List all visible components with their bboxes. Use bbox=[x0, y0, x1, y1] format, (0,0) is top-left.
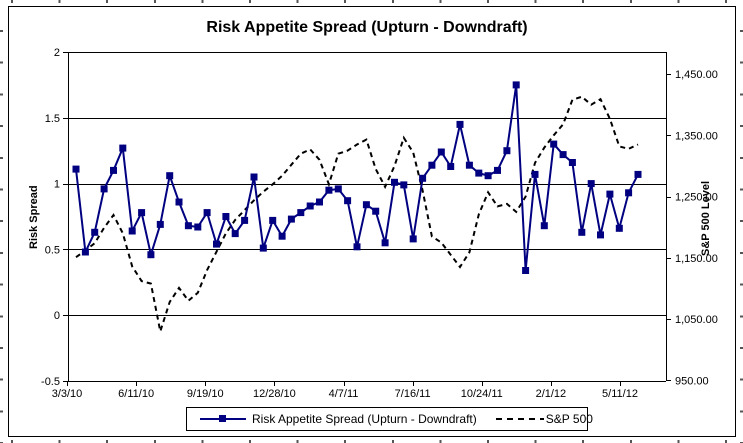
sp500-legend-sample bbox=[495, 418, 544, 420]
worksheet-edge-marks-left bbox=[0, 30, 3, 443]
svg-text:2: 2 bbox=[54, 47, 60, 59]
sp500-line bbox=[75, 95, 639, 332]
y-axis-left-tick-labels: 2 1.5 1 0.5 0 -0.5 bbox=[41, 47, 60, 388]
worksheet-edge-marks-right bbox=[740, 30, 743, 443]
svg-text:-0.5: -0.5 bbox=[41, 376, 60, 388]
svg-text:10/24/11: 10/24/11 bbox=[461, 388, 503, 400]
axes bbox=[63, 52, 671, 386]
svg-text:5/11/12: 5/11/12 bbox=[602, 388, 638, 400]
legend: Risk Appetite Spread (Upturn - Downdraft… bbox=[186, 407, 593, 431]
svg-text:1,450.00: 1,450.00 bbox=[675, 69, 718, 81]
svg-text:3/3/10: 3/3/10 bbox=[52, 388, 83, 400]
svg-text:950.00: 950.00 bbox=[675, 375, 709, 387]
worksheet-edge-marks-top bbox=[11, 0, 743, 3]
svg-text:2/1/12: 2/1/12 bbox=[536, 388, 567, 400]
risk-spread-legend-sample bbox=[200, 414, 246, 424]
svg-text:9/19/10: 9/19/10 bbox=[187, 388, 224, 400]
y-axis-right-tick-labels: 1,450.00 1,350.00 1,250.00 1,150.00 1,050.00… bbox=[675, 69, 718, 387]
risk-spread-line bbox=[75, 84, 639, 271]
svg-text:1,250.00: 1,250.00 bbox=[675, 192, 718, 204]
svg-text:1,050.00: 1,050.00 bbox=[675, 314, 718, 326]
svg-text:6/11/10: 6/11/10 bbox=[118, 388, 154, 400]
svg-text:7/16/11: 7/16/11 bbox=[395, 388, 431, 400]
x-axis-tick-labels: 3/3/10 6/11/10 9/19/10 12/28/10 4/7/11 7/16/1… bbox=[52, 388, 638, 400]
chart-title: Risk Appetite Spread (Upturn - Downdraft… bbox=[206, 19, 528, 36]
svg-text:12/28/10: 12/28/10 bbox=[253, 388, 296, 400]
legend-square-marker bbox=[219, 414, 226, 422]
svg-text:1,150.00: 1,150.00 bbox=[675, 253, 718, 265]
risk-spread-markers bbox=[72, 81, 642, 274]
worksheet-edge-marks-bottom bbox=[11, 440, 743, 443]
chart-object[interactable] bbox=[8, 6, 736, 437]
svg-text:0.5: 0.5 bbox=[45, 244, 60, 256]
legend-label-sp500: S&P 500 bbox=[545, 412, 593, 426]
svg-text:0: 0 bbox=[54, 310, 60, 322]
svg-text:1,350.00: 1,350.00 bbox=[675, 130, 718, 142]
svg-text:4/7/11: 4/7/11 bbox=[329, 388, 359, 400]
svg-text:1: 1 bbox=[54, 179, 60, 191]
svg-text:1.5: 1.5 bbox=[45, 113, 60, 125]
legend-label-risk-spread: Risk Appetite Spread (Upturn - Downdraft… bbox=[252, 412, 477, 426]
